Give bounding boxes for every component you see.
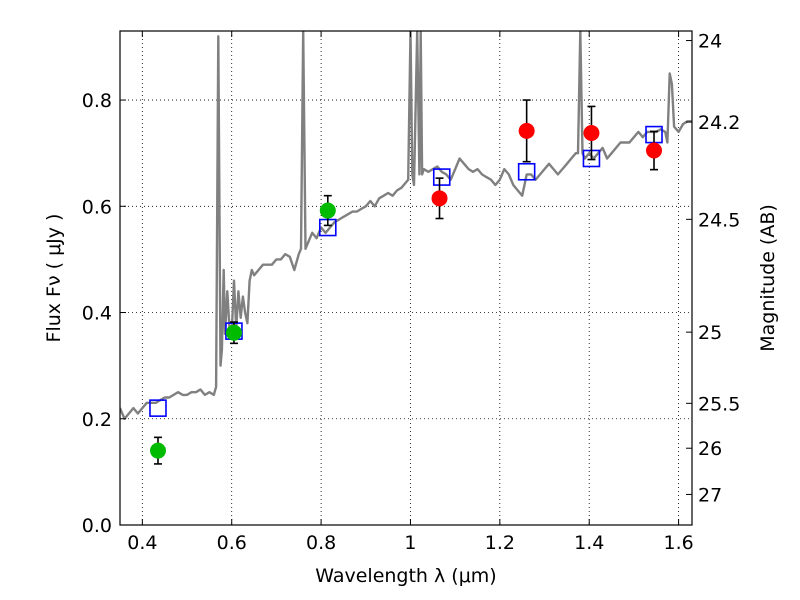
y2-tick-label: 24 <box>698 31 722 53</box>
y-tick-label: 0.0 <box>82 515 112 537</box>
y-tick-label: 0.8 <box>82 90 112 112</box>
model-point <box>149 399 167 417</box>
y-tick-label: 0.4 <box>82 303 112 325</box>
x-tick-label: 0.4 <box>127 532 157 554</box>
x-tick-label: 0.6 <box>217 532 247 554</box>
y2-tick-label: 25 <box>698 322 722 344</box>
y2-tick-label: 24.5 <box>698 209 740 231</box>
observed-point <box>518 122 535 139</box>
x-tick-label: 1.4 <box>574 532 604 554</box>
x-axis-label: Wavelength λ (μm) <box>315 565 496 587</box>
observed-point <box>319 202 336 219</box>
grid <box>120 31 692 526</box>
observed-point <box>583 124 600 141</box>
y2-tick-label: 24.2 <box>698 112 740 134</box>
y2-tick-label: 27 <box>698 484 722 506</box>
axes-ticks: 0.4 0.6 0.8 1 1.2 1.4 1.6 0.0 0.2 0.4 0.6 0.8 24 24.2… <box>82 31 741 554</box>
plot-frame <box>119 30 693 526</box>
y-tick-label: 0.2 <box>82 409 112 431</box>
y2-axis-label: Magnitude (AB) <box>757 204 779 352</box>
sed-line <box>120 31 692 420</box>
x-tick-label: 1 <box>404 532 416 554</box>
observed-point <box>431 190 448 207</box>
x-tick-label: 0.8 <box>306 532 336 554</box>
y2-tick-label: 26 <box>698 438 722 460</box>
x-tick-label: 1.2 <box>485 532 515 554</box>
observed-point <box>225 324 242 341</box>
y-axis-label: Flux Fν ( μJy ) <box>43 214 65 343</box>
plot-area <box>120 31 692 465</box>
observed-point <box>646 142 663 159</box>
y2-tick-label: 25.5 <box>698 393 740 415</box>
observed-point <box>149 442 166 459</box>
model-point <box>432 168 451 186</box>
model-point <box>517 162 536 181</box>
x-tick-label: 1.6 <box>663 532 693 554</box>
y-tick-label: 0.6 <box>82 196 112 218</box>
